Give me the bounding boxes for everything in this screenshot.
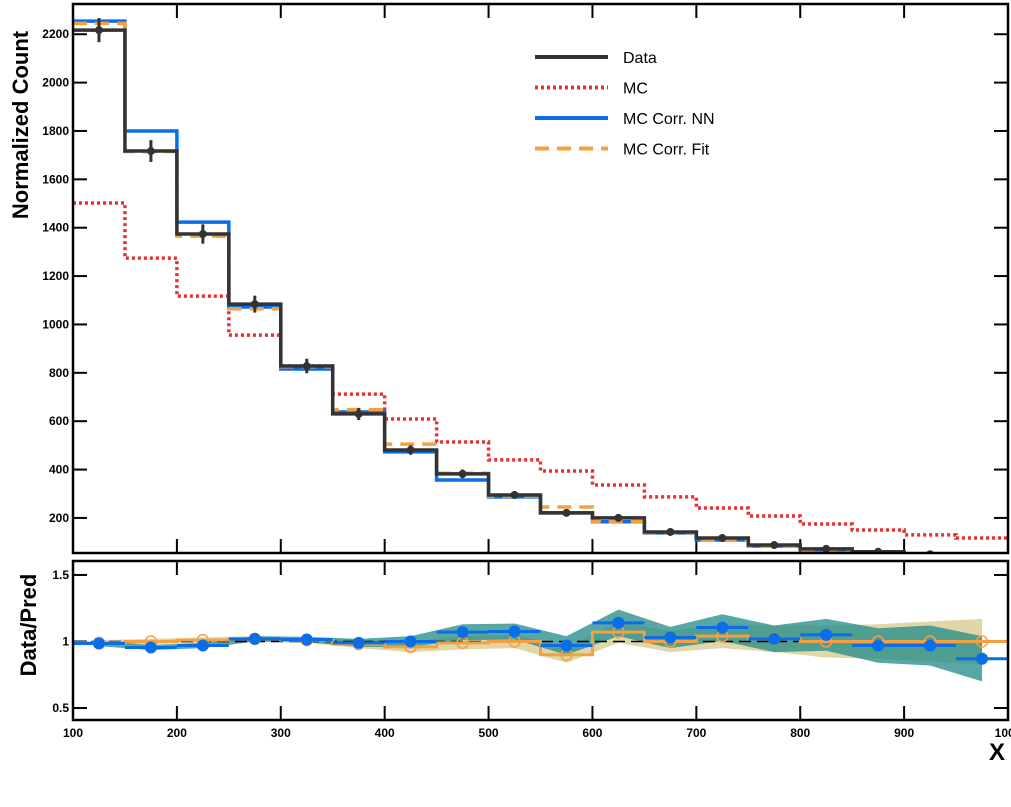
x-tick-label: 900: [894, 726, 914, 740]
y-tick-label: 0.5: [52, 701, 69, 715]
y-tick-label: 1600: [42, 172, 69, 186]
data-point: [770, 541, 779, 550]
x-tick-label: 400: [375, 726, 395, 740]
y-axis-label: Data/Pred: [16, 574, 41, 677]
y-tick-label: 400: [49, 463, 69, 477]
x-tick-label: 100: [63, 726, 83, 740]
y-tick-label: 1: [62, 634, 69, 648]
ratio-point: [664, 631, 677, 644]
ratio-point: [612, 616, 625, 629]
data-point: [614, 513, 623, 522]
data-point: [198, 229, 207, 238]
plot-area: [73, 18, 1008, 553]
ratio-point: [144, 641, 157, 654]
plot-frame: [71, 559, 1010, 722]
ratio-point: [300, 633, 313, 646]
x-tick-label: 1000: [995, 726, 1011, 740]
y-tick-label: 800: [49, 366, 69, 380]
data-point: [302, 362, 311, 371]
ratio-point: [404, 635, 417, 648]
ratio-point: [248, 632, 261, 645]
ratio-point: [975, 635, 989, 648]
data-point: [822, 544, 831, 553]
ratio-point: [560, 639, 573, 652]
x-tick-label: 500: [479, 726, 499, 740]
x-tick-label: 800: [790, 726, 810, 740]
ratio-point: [872, 639, 885, 652]
y-tick-label: 1200: [42, 269, 69, 283]
series-line: [73, 28, 958, 553]
data-point: [146, 147, 155, 156]
ratio-point: [508, 625, 521, 638]
ratio-point: [716, 621, 729, 634]
x-tick-label: 200: [167, 726, 187, 740]
y-axis-label: Normalized Count: [8, 30, 33, 219]
y-tick-label: 2200: [42, 27, 69, 41]
plot-frame: [71, 2, 1010, 555]
legend-label: MC: [623, 81, 648, 98]
legend-label: Data: [623, 50, 657, 67]
data-point: [718, 534, 727, 543]
y-tick-label: 600: [49, 414, 69, 428]
data-point: [874, 547, 883, 553]
ratio-point: [456, 626, 469, 639]
y-tick-label: 1800: [42, 124, 69, 138]
y-tick-label: 1.5: [52, 568, 69, 582]
x-tick-label: 300: [271, 726, 291, 740]
data-point: [250, 300, 259, 309]
ratio-point: [352, 636, 365, 649]
legend-label: MC Corr. Fit: [623, 142, 710, 159]
ratio-point: [92, 637, 105, 650]
data-point: [510, 490, 519, 499]
y-tick-label: 200: [49, 511, 69, 525]
y-tick-label: 1400: [42, 221, 69, 235]
y-tick-label: 1000: [42, 317, 69, 331]
x-axis-label: X: [989, 739, 1005, 766]
ratio-point: [924, 639, 937, 652]
y-tick-label: 2000: [42, 76, 69, 90]
ratio-point: [196, 639, 209, 652]
x-tick-label: 600: [582, 726, 602, 740]
data-point: [666, 527, 675, 536]
x-tick-label: 700: [686, 726, 706, 740]
data-point: [354, 409, 363, 418]
ratio-point: [768, 632, 781, 645]
data-point: [406, 445, 415, 454]
data-point: [458, 469, 467, 478]
data-point: [562, 508, 571, 517]
legend-label: MC Corr. NN: [623, 111, 715, 128]
ratio-point: [820, 628, 833, 641]
ratio-point: [976, 652, 989, 665]
data-point: [94, 26, 103, 35]
